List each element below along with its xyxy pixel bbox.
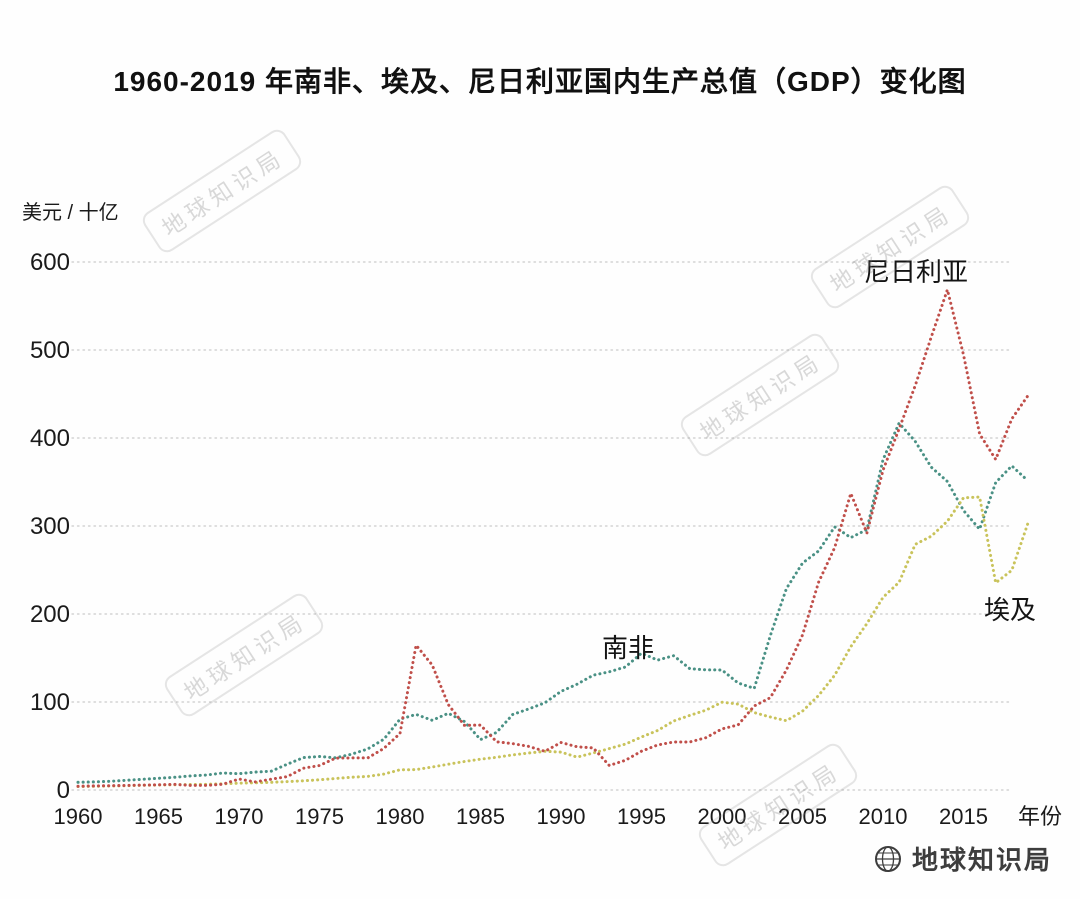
x-tick-label: 1980 (376, 804, 425, 829)
line-series-南非 (76, 421, 1030, 784)
series-label-egypt: 埃及 (984, 595, 1037, 625)
y-tick-label: 600 (30, 249, 70, 276)
chart-title: 1960-2019 年南非、埃及、尼日利亚国内生产总值（GDP）变化图 (113, 66, 967, 97)
globe-icon (874, 845, 901, 872)
x-tick-label: 2010 (859, 804, 908, 829)
y-tick-label: 500 (30, 337, 70, 364)
brand-logo: 地球知识局 (873, 840, 1052, 877)
series-label-south-africa: 南非 (602, 633, 655, 663)
y-tick-label: 400 (30, 425, 70, 452)
y-tick-label: 200 (30, 601, 70, 628)
series-label-nigeria: 尼日利亚 (864, 257, 969, 287)
x-axis-unit-label: 年份 (1018, 804, 1062, 829)
x-tick-label: 2005 (778, 804, 827, 829)
y-tick-label: 100 (30, 689, 70, 716)
x-tick-label: 1990 (537, 804, 586, 829)
x-tick-label: 1995 (617, 804, 666, 829)
y-axis-unit-label: 美元 / 十亿 (22, 202, 119, 224)
y-tick-label: 300 (30, 513, 70, 540)
x-tick-label: 1985 (456, 804, 505, 829)
x-tick-label: 1975 (295, 804, 344, 829)
x-tick-label: 1970 (215, 804, 264, 829)
x-tick-label: 1960 (54, 804, 103, 829)
x-tick-label: 2000 (698, 804, 747, 829)
brand-name: 地球知识局 (911, 845, 1052, 875)
line-series-尼日利亚 (76, 288, 1030, 788)
x-tick-label: 1965 (134, 804, 183, 829)
x-tick-label: 2015 (939, 804, 988, 829)
y-tick-label: 0 (57, 777, 70, 804)
line-series-埃及 (76, 495, 1030, 788)
